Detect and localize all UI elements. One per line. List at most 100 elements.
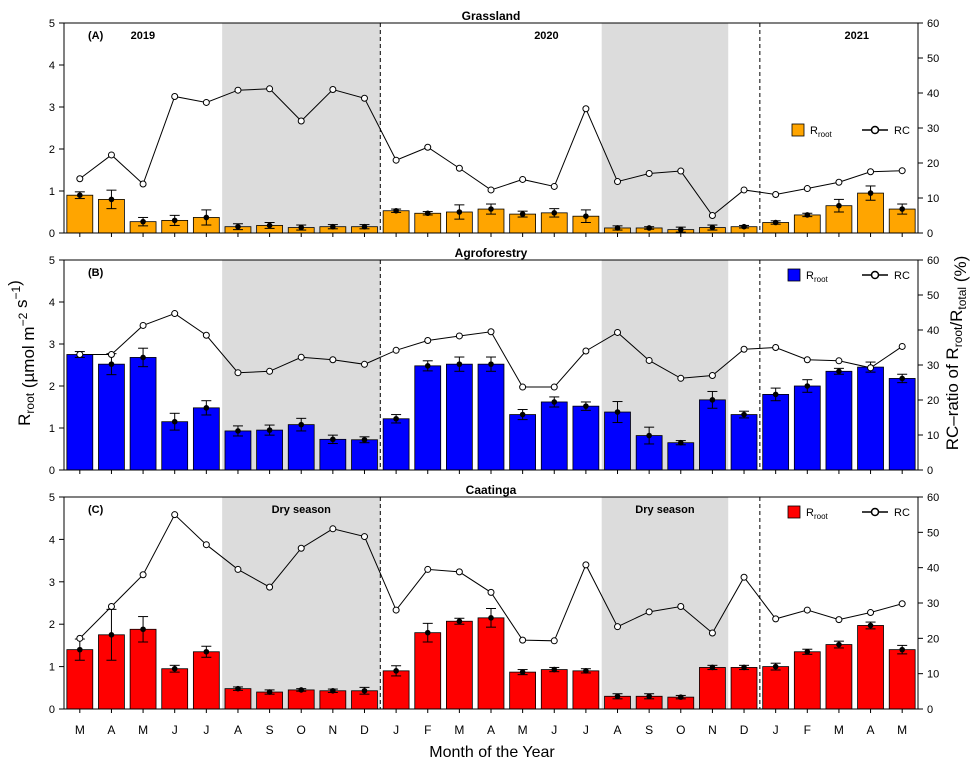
x-tick-label: M xyxy=(138,723,148,737)
x-tick-label: O xyxy=(676,723,685,737)
rc-point xyxy=(487,186,495,194)
y-tick-label-right: 20 xyxy=(927,633,939,645)
mean-point xyxy=(804,212,811,218)
rc-point xyxy=(614,178,622,186)
mean-point xyxy=(551,666,558,673)
legend-label-rc: RC xyxy=(894,507,910,519)
rc-point xyxy=(171,511,179,519)
x-tick-label: A xyxy=(234,723,242,737)
bar xyxy=(825,644,853,710)
mean-point xyxy=(235,685,241,692)
rc-point xyxy=(392,346,400,354)
bar xyxy=(888,378,916,471)
rc-point xyxy=(76,634,84,642)
mean-point xyxy=(424,629,431,636)
dry-season-label: Dry season xyxy=(272,504,332,516)
rc-point xyxy=(677,374,685,382)
mean-point xyxy=(77,192,83,198)
y-tick-label-right: 20 xyxy=(927,158,939,170)
rc-point xyxy=(803,185,811,193)
bar xyxy=(256,429,283,471)
mean-point xyxy=(393,207,399,214)
y-tick-label-right: 50 xyxy=(927,290,939,302)
dry-season-band xyxy=(222,497,381,709)
rc-point xyxy=(424,565,432,573)
y-tick-label-right: 60 xyxy=(927,492,939,504)
mean-point xyxy=(741,411,747,418)
y-tick-label-right: 40 xyxy=(927,563,939,575)
mean-point xyxy=(393,415,399,422)
y-tick-label-right: 0 xyxy=(927,465,933,477)
mean-point xyxy=(235,223,241,230)
x-tick-label: A xyxy=(614,723,622,737)
y-tick-label-left: 5 xyxy=(49,18,55,30)
x-tick-label: M xyxy=(897,723,907,737)
bar xyxy=(192,407,220,471)
bar xyxy=(224,430,252,471)
rc-point xyxy=(76,175,84,183)
rc-point xyxy=(835,178,843,186)
y-tick-label-right: 10 xyxy=(927,430,939,442)
year-label: 2020 xyxy=(534,30,558,42)
bar xyxy=(446,620,473,710)
y-tick-label-left: 0 xyxy=(49,228,55,240)
rc-point xyxy=(234,86,242,94)
year-label: 2019 xyxy=(131,30,155,42)
rc-point xyxy=(582,347,590,355)
y-tick-label-left: 0 xyxy=(49,704,55,716)
legend-label-rc: RC xyxy=(894,270,910,282)
rc-point xyxy=(76,351,84,358)
rc-point xyxy=(550,383,558,391)
panel-tag: (A) xyxy=(88,30,104,42)
y-tick-label-right: 0 xyxy=(927,228,933,240)
bar xyxy=(224,688,252,710)
y-axis-label-left: Rroot (µmol m−2 s−1) xyxy=(5,280,38,426)
y-tick-label-left: 4 xyxy=(49,297,55,309)
rc-point xyxy=(835,357,843,365)
bar xyxy=(66,354,94,471)
legend-label-rroot: Rroot xyxy=(806,270,829,284)
bar xyxy=(446,363,473,471)
y-tick-label-right: 50 xyxy=(927,527,939,539)
mean-point xyxy=(140,626,146,633)
rc-point xyxy=(202,98,210,106)
mean-point xyxy=(456,361,463,367)
mean-point xyxy=(488,615,494,621)
rc-point xyxy=(329,86,337,93)
mean-point xyxy=(614,225,621,231)
bar xyxy=(793,385,821,471)
year-label: 2021 xyxy=(844,30,868,42)
y-tick-label-right: 30 xyxy=(927,598,939,610)
rc-point xyxy=(297,353,305,361)
mean-point xyxy=(108,361,115,367)
mean-point xyxy=(519,669,526,675)
x-tick-label: O xyxy=(297,723,306,737)
rc-point xyxy=(898,600,906,608)
x-tick-label: D xyxy=(740,723,749,737)
rc-point xyxy=(455,568,463,576)
rc-point xyxy=(329,525,337,533)
panel-tag: (C) xyxy=(88,504,104,516)
rc-point xyxy=(708,629,716,637)
mean-point xyxy=(709,224,716,231)
rc-point xyxy=(708,372,716,379)
rc-point xyxy=(550,182,558,190)
dry-season-band xyxy=(222,23,381,233)
rc-point xyxy=(645,608,653,616)
legend-label-rroot: Rroot xyxy=(810,125,833,139)
bar xyxy=(414,365,442,471)
mean-point xyxy=(171,217,178,224)
rc-point xyxy=(740,345,748,353)
mean-point xyxy=(583,668,589,674)
mean-point xyxy=(614,693,621,700)
x-tick-label: S xyxy=(266,723,274,737)
x-tick-label: N xyxy=(708,723,717,737)
rc-point xyxy=(867,168,875,176)
rc-point xyxy=(266,367,274,375)
bar xyxy=(382,418,410,471)
mean-point xyxy=(108,196,115,203)
legend-swatch-rroot xyxy=(791,123,805,137)
mean-point xyxy=(361,687,368,694)
